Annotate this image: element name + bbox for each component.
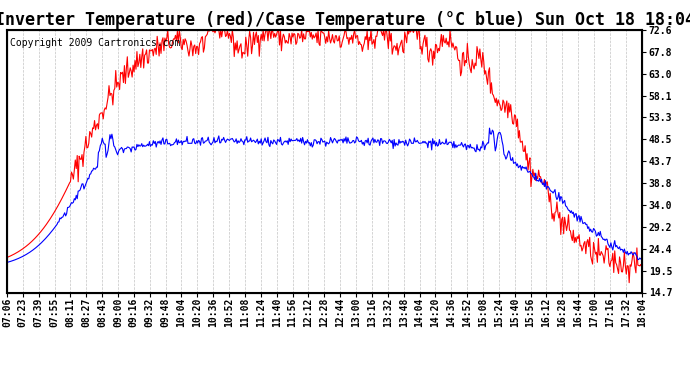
Text: Inverter Temperature (red)/Case Temperature (°C blue) Sun Oct 18 18:04: Inverter Temperature (red)/Case Temperat… [0, 11, 690, 29]
Text: Copyright 2009 Cartronics.com: Copyright 2009 Cartronics.com [10, 38, 181, 48]
